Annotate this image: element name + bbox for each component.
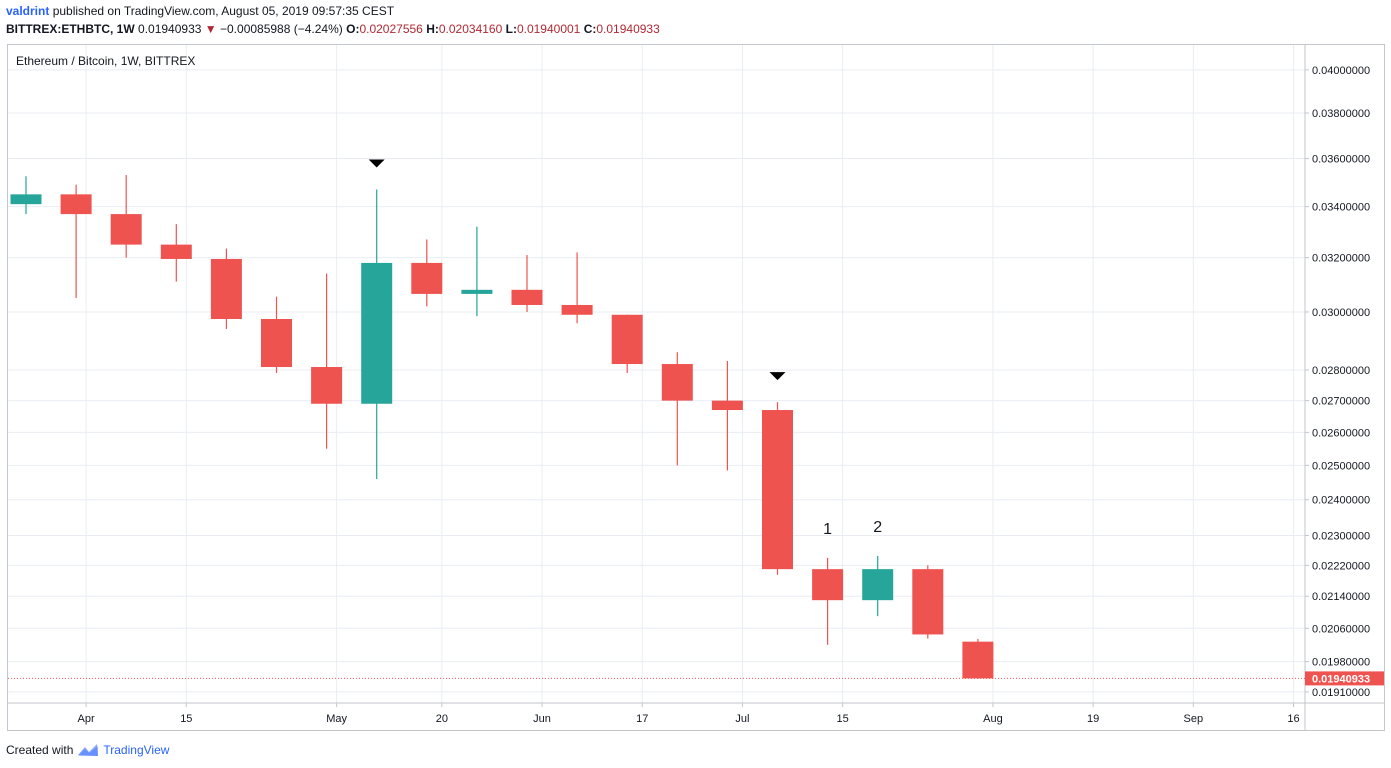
candle-body-down[interactable] <box>762 410 793 570</box>
y-tick-label: 0.03800000 <box>1312 108 1370 120</box>
x-tick-label: 17 <box>636 713 648 725</box>
down-arrow-marker-icon <box>368 159 385 168</box>
candle-body-up[interactable] <box>461 289 493 294</box>
close-label: C: <box>583 22 597 36</box>
y-tick-label: 0.02500000 <box>1312 460 1370 472</box>
publish-info: valdrint published on TradingView.com, A… <box>6 4 394 18</box>
low-value: 0.01940001 <box>516 22 581 36</box>
chart-frame[interactable] <box>7 44 1385 731</box>
x-tick-label: Apr <box>78 713 95 725</box>
candle-body-up[interactable] <box>361 262 393 404</box>
candle-body-down[interactable] <box>962 641 994 679</box>
y-tick-label: 0.02800000 <box>1312 365 1370 377</box>
candle-body-down[interactable] <box>561 304 593 315</box>
author-link[interactable]: valdrint <box>6 4 50 18</box>
y-tick-label: 0.01910000 <box>1312 687 1370 699</box>
ohlc-header: BITTREX:ETHBTC, 1W 0.01940933 ▼ −0.00085… <box>6 22 660 36</box>
x-tick-label: Jul <box>735 713 749 725</box>
x-tick-label: 16 <box>1287 713 1299 725</box>
x-tick-label: Sep <box>1184 713 1204 725</box>
y-tick-label: 0.01980000 <box>1312 657 1370 669</box>
x-tick-label: Jun <box>533 713 551 725</box>
created-with-text: Created with <box>6 743 74 757</box>
footer: Created with TradingView <box>6 743 169 757</box>
last-price: 0.01940933 <box>138 22 202 36</box>
y-tick-label: 0.02220000 <box>1312 560 1370 572</box>
open-label: O: <box>346 22 360 36</box>
candle-annotation-label: 1 <box>823 521 832 538</box>
candle-body-down[interactable] <box>411 262 443 294</box>
candle-body-down[interactable] <box>110 214 142 245</box>
open-value: 0.02027556 <box>359 22 423 36</box>
y-tick-label: 0.02300000 <box>1312 531 1370 543</box>
candle-body-down[interactable] <box>661 364 693 401</box>
y-tick-label: 0.02060000 <box>1312 623 1370 635</box>
y-tick-label: 0.04000000 <box>1312 65 1370 77</box>
candle-body-down[interactable] <box>160 244 192 259</box>
candle-body-up[interactable] <box>862 569 894 601</box>
y-tick-label: 0.03400000 <box>1312 202 1370 214</box>
change-down-arrow-icon: ▼ <box>204 22 217 36</box>
candle-body-down[interactable] <box>611 314 643 365</box>
published-text: published on TradingView.com, August 05,… <box>52 4 395 18</box>
x-tick-label: May <box>326 713 347 725</box>
y-tick-label: 0.02400000 <box>1312 495 1370 507</box>
y-tick-label: 0.03000000 <box>1312 307 1370 319</box>
x-tick-label: 19 <box>1087 713 1099 725</box>
candle-body-down[interactable] <box>311 367 343 404</box>
down-arrow-marker-icon <box>769 372 786 381</box>
candle-body-down[interactable] <box>60 194 92 215</box>
candle-body-down[interactable] <box>261 319 292 368</box>
y-tick-label: 0.03600000 <box>1312 154 1370 166</box>
candle-body-down[interactable] <box>711 400 743 411</box>
high-label: H: <box>426 22 439 36</box>
y-tick-label: 0.02700000 <box>1312 396 1370 408</box>
y-tick-label: 0.02140000 <box>1312 591 1370 603</box>
tradingview-logo-icon <box>78 744 99 756</box>
x-tick-label: 20 <box>436 713 448 725</box>
y-tick-label: 0.02600000 <box>1312 427 1370 439</box>
tradingview-brand-link[interactable]: TradingView <box>103 743 170 757</box>
symbol-label: BITTREX:ETHBTC, 1W <box>6 22 135 36</box>
chart-title: Ethereum / Bitcoin, 1W, BITTREX <box>16 54 195 68</box>
candle-body-down[interactable] <box>511 289 543 305</box>
candle-body-down[interactable] <box>812 569 844 601</box>
candle-body-down[interactable] <box>912 569 944 635</box>
x-tick-label: 15 <box>837 713 849 725</box>
y-tick-label: 0.03200000 <box>1312 253 1370 265</box>
last-price-badge <box>1305 671 1384 686</box>
change-value: −0.00085988 (−4.24%) <box>220 22 343 36</box>
candle-body-down[interactable] <box>210 258 242 320</box>
x-tick-label: Aug <box>983 713 1003 725</box>
candle-body-up[interactable] <box>10 194 42 205</box>
close-value: 0.01940933 <box>596 22 660 36</box>
last-price-label: 0.01940933 <box>1312 673 1370 685</box>
low-label: L: <box>505 22 517 36</box>
x-tick-label: 15 <box>180 713 192 725</box>
high-value: 0.02034160 <box>438 22 503 36</box>
candle-annotation-label: 2 <box>873 519 882 536</box>
